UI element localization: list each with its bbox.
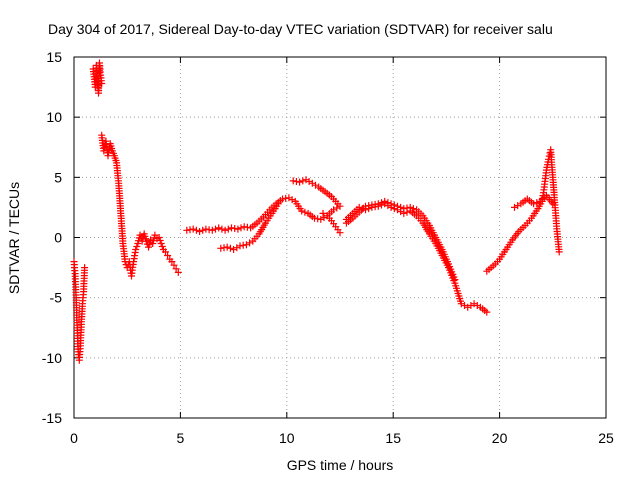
grid	[74, 57, 606, 418]
data-point-marker	[168, 258, 176, 266]
data-point-marker	[151, 231, 159, 239]
data-point-marker	[285, 194, 293, 202]
data-point-marker	[192, 226, 200, 234]
data-point-marker	[242, 241, 250, 249]
data-point-marker	[511, 203, 518, 211]
data-point-marker	[174, 268, 182, 276]
data-point-marker	[381, 197, 389, 205]
data-point-marker	[319, 209, 327, 217]
data-point-marker	[132, 246, 140, 253]
data-point-marker	[158, 243, 166, 250]
data-point-marker	[142, 237, 150, 245]
data-point-marker	[237, 224, 245, 232]
data-point-marker	[409, 205, 417, 213]
data-point-marker	[473, 302, 481, 309]
data-point-marker	[230, 246, 238, 253]
y-tick-label: 15	[46, 49, 62, 65]
data-point-marker	[470, 300, 478, 308]
data-point-marker	[172, 265, 180, 273]
data-point-marker	[296, 178, 304, 186]
data-point-marker	[196, 228, 204, 235]
y-tick-label: -15	[42, 410, 62, 426]
data-point-marker	[233, 244, 241, 252]
chart-title: Day 304 of 2017, Sidereal Day-to-day VTE…	[48, 21, 553, 37]
data-point-marker	[170, 261, 178, 269]
data-point-marker	[234, 225, 242, 233]
data-point-marker	[199, 226, 207, 234]
data-point-marker	[302, 176, 310, 184]
tick-labels: 0 5 10 15 20 25 -15 -10 -5 0 5 10 15	[42, 49, 614, 446]
data-point-marker	[533, 199, 541, 207]
data-point-marker	[394, 202, 401, 210]
y-axis-label: SDTVAR / TECUs	[6, 182, 22, 294]
data-point-marker	[133, 243, 141, 250]
data-point-marker	[246, 239, 254, 247]
data-point-marker	[212, 225, 219, 233]
data-point-marker	[164, 252, 172, 259]
data-point-marker	[218, 225, 226, 233]
data-point-marker	[464, 303, 472, 311]
y-tick-label: -5	[50, 290, 63, 306]
data-point-marker	[156, 237, 164, 244]
data-point-marker	[224, 225, 232, 233]
x-tick-label: 15	[385, 430, 401, 446]
data-point-marker	[451, 276, 459, 284]
data-point-marker	[274, 200, 282, 208]
data-series	[70, 59, 563, 364]
data-point-marker	[299, 177, 307, 185]
data-point-marker	[546, 149, 554, 157]
data-point-marker	[221, 226, 229, 234]
data-point-marker	[288, 196, 296, 204]
y-tick-label: 0	[54, 230, 62, 246]
data-point-marker	[162, 248, 169, 256]
y-tick-label: 10	[46, 109, 62, 125]
data-point-marker	[334, 200, 342, 208]
y-tick-label: -10	[42, 350, 62, 366]
x-tick-label: 5	[177, 430, 185, 446]
data-point-marker	[301, 208, 309, 216]
data-point-marker	[298, 207, 306, 215]
data-point-marker	[514, 202, 522, 210]
x-tick-label: 25	[598, 430, 614, 446]
data-point-marker	[223, 243, 231, 251]
data-point-marker	[208, 226, 216, 234]
data-point-marker	[378, 199, 385, 207]
data-point-marker	[215, 224, 223, 232]
data-point-marker	[333, 204, 341, 212]
data-point-marker	[226, 244, 234, 252]
data-point-marker	[81, 264, 89, 272]
data-point-marker	[390, 201, 398, 209]
data-point-marker	[384, 199, 392, 207]
data-point-marker	[461, 302, 468, 309]
x-tick-label: 10	[279, 430, 295, 446]
data-point-marker	[155, 234, 163, 241]
ticks	[73, 56, 607, 419]
data-point-marker	[157, 240, 165, 247]
data-point-marker	[136, 231, 144, 239]
y-tick-label: 5	[54, 169, 62, 185]
data-point-marker	[549, 200, 557, 208]
data-point-marker	[530, 200, 538, 208]
data-point-marker	[387, 200, 395, 208]
data-point-marker	[305, 178, 313, 185]
data-point-marker	[336, 229, 344, 237]
data-point-marker	[374, 200, 382, 208]
data-point-marker	[100, 147, 108, 155]
data-point-marker	[98, 80, 106, 87]
data-point-marker	[467, 302, 475, 309]
data-point-marker	[189, 225, 197, 233]
data-point-marker	[397, 203, 405, 211]
x-tick-label: 0	[70, 430, 78, 446]
data-point-marker	[483, 308, 491, 316]
x-axis-label: GPS time / hours	[287, 457, 394, 473]
x-tick-label: 20	[492, 430, 508, 446]
data-point-marker	[317, 215, 325, 223]
data-point-marker	[555, 248, 563, 256]
data-point-marker	[406, 203, 414, 211]
